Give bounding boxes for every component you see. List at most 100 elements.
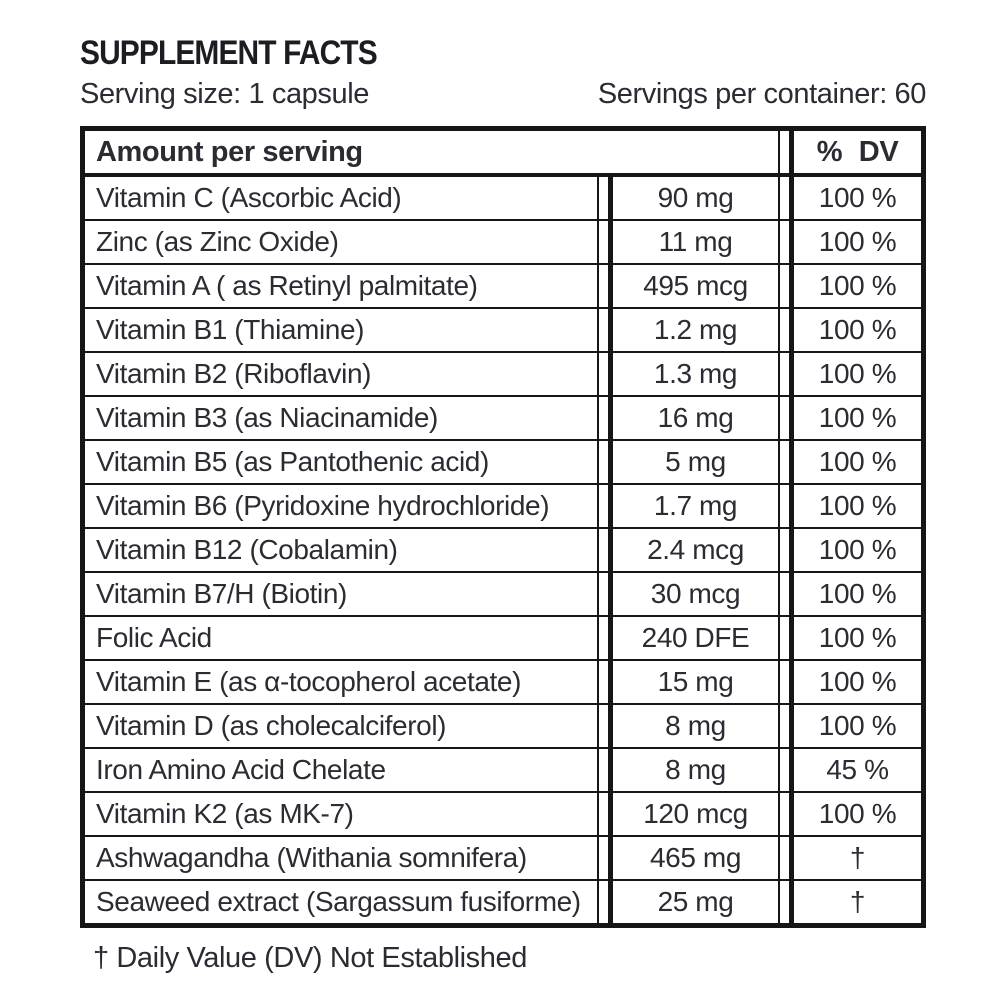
column-gap <box>780 573 789 615</box>
ingredient-dv: 100 % <box>818 490 897 521</box>
table-header-row: Amount per serving % DV <box>85 131 921 177</box>
ingredient-name-cell: Zinc (as Zinc Oxide) <box>85 221 599 263</box>
column-gap <box>599 265 608 307</box>
ingredient-amount: 495 mcg <box>643 270 748 301</box>
dv-footnote: † Daily Value (DV) Not Established <box>93 942 527 974</box>
ingredient-name-cell: Vitamin B6 (Pyridoxine hydrochloride) <box>85 485 599 527</box>
supplement-facts-label: SUPPLEMENT FACTS Serving size: 1 capsule… <box>80 34 926 975</box>
ingredient-dv-cell: 100 % <box>789 397 921 439</box>
ingredient-name-cell: Vitamin D (as cholecalciferol) <box>85 705 599 747</box>
column-header-percent-dv: % DV <box>789 131 921 173</box>
ingredient-dv: 100 % <box>818 446 897 477</box>
ingredient-dv-cell: 100 % <box>789 221 921 263</box>
ingredient-dv-cell: 100 % <box>789 705 921 747</box>
ingredient-amount: 15 mg <box>657 666 734 697</box>
ingredient-amount-cell: 11 mg <box>608 221 780 263</box>
ingredient-row: Vitamin B7/H (Biotin) 30 mcg 100 % <box>85 573 921 617</box>
column-gap <box>780 529 789 571</box>
ingredient-name-cell: Vitamin B12 (Cobalamin) <box>85 529 599 571</box>
ingredient-dv-cell: 100 % <box>789 485 921 527</box>
ingredient-name: Zinc (as Zinc Oxide) <box>96 226 339 257</box>
ingredient-amount: 5 mg <box>665 446 726 477</box>
ingredient-name-cell: Vitamin A ( as Retinyl palmitate) <box>85 265 599 307</box>
ingredient-amount-cell: 120 mcg <box>608 793 780 835</box>
column-gap <box>599 837 608 879</box>
column-header-amount-per-serving-label: Amount per serving <box>96 135 363 168</box>
ingredient-row: Vitamin K2 (as MK-7) 120 mcg 100 % <box>85 793 921 837</box>
ingredient-amount-cell: 90 mg <box>608 177 780 219</box>
ingredient-dv: 100 % <box>818 710 897 741</box>
ingredient-name: Ashwagandha (Withania somnifera) <box>96 842 527 873</box>
column-header-amount-per-serving: Amount per serving <box>85 131 780 173</box>
ingredient-dv: 100 % <box>818 534 897 565</box>
ingredient-name-cell: Vitamin B5 (as Pantothenic acid) <box>85 441 599 483</box>
serving-info: Serving size: 1 capsule Servings per con… <box>80 78 926 111</box>
ingredient-dv-cell: 100 % <box>789 265 921 307</box>
column-header-percent-dv-label: % DV <box>816 135 899 168</box>
ingredient-amount-cell: 1.2 mg <box>608 309 780 351</box>
column-gap <box>599 353 608 395</box>
ingredient-row: Folic Acid 240 DFE 100 % <box>85 617 921 661</box>
ingredient-dv: 45 % <box>826 754 889 785</box>
ingredient-row: Vitamin B6 (Pyridoxine hydrochloride) 1.… <box>85 485 921 529</box>
ingredient-dv: 100 % <box>818 578 897 609</box>
ingredient-dv: † <box>849 842 866 873</box>
ingredient-amount-cell: 15 mg <box>608 661 780 703</box>
ingredient-row: Vitamin B2 (Riboflavin) 1.3 mg 100 % <box>85 353 921 397</box>
ingredient-name: Vitamin B5 (as Pantothenic acid) <box>96 446 489 477</box>
column-gap <box>599 397 608 439</box>
ingredient-name: Vitamin B7/H (Biotin) <box>96 578 347 609</box>
ingredient-name-cell: Folic Acid <box>85 617 599 659</box>
column-gap <box>599 177 608 219</box>
ingredient-amount-cell: 465 mg <box>608 837 780 879</box>
ingredient-dv: 100 % <box>818 226 897 257</box>
ingredient-amount-cell: 8 mg <box>608 749 780 791</box>
ingredient-name-cell: Vitamin B1 (Thiamine) <box>85 309 599 351</box>
ingredient-row: Vitamin C (Ascorbic Acid) 90 mg 100 % <box>85 177 921 221</box>
ingredient-name: Vitamin B12 (Cobalamin) <box>96 534 398 565</box>
ingredient-name: Vitamin B2 (Riboflavin) <box>96 358 372 389</box>
ingredient-name: Folic Acid <box>96 622 212 653</box>
ingredient-amount: 1.3 mg <box>653 358 738 389</box>
ingredient-name: Vitamin E (as α-tocopherol acetate) <box>96 666 521 697</box>
column-gap <box>780 661 789 703</box>
ingredient-amount-cell: 1.3 mg <box>608 353 780 395</box>
ingredient-row: Vitamin B5 (as Pantothenic acid) 5 mg 10… <box>85 441 921 485</box>
ingredient-dv-cell: 100 % <box>789 793 921 835</box>
ingredient-name-cell: Vitamin B2 (Riboflavin) <box>85 353 599 395</box>
ingredient-dv: 100 % <box>818 622 897 653</box>
ingredient-dv-cell: 100 % <box>789 353 921 395</box>
ingredient-name: Vitamin C (Ascorbic Acid) <box>96 182 402 213</box>
ingredient-row: Vitamin D (as cholecalciferol) 8 mg 100 … <box>85 705 921 749</box>
ingredient-name: Vitamin B6 (Pyridoxine hydrochloride) <box>96 490 550 521</box>
ingredient-name-cell: Vitamin C (Ascorbic Acid) <box>85 177 599 219</box>
serving-size-text: Serving size: 1 capsule <box>80 78 370 110</box>
ingredient-row: Vitamin B12 (Cobalamin) 2.4 mcg 100 % <box>85 529 921 573</box>
ingredient-amount: 8 mg <box>665 710 726 741</box>
ingredient-name: Vitamin A ( as Retinyl palmitate) <box>96 270 478 301</box>
ingredient-amount-cell: 1.7 mg <box>608 485 780 527</box>
column-gap <box>599 881 608 923</box>
ingredient-name: Vitamin D (as cholecalciferol) <box>96 710 447 741</box>
ingredient-dv-cell: † <box>789 881 921 923</box>
column-gap <box>780 265 789 307</box>
ingredient-row: Iron Amino Acid Chelate 8 mg 45 % <box>85 749 921 793</box>
column-gap <box>780 177 789 219</box>
column-gap <box>599 221 608 263</box>
ingredient-amount-cell: 30 mcg <box>608 573 780 615</box>
ingredient-name-cell: Vitamin B7/H (Biotin) <box>85 573 599 615</box>
column-gap <box>780 309 789 351</box>
ingredient-row: Ashwagandha (Withania somnifera) 465 mg … <box>85 837 921 881</box>
ingredient-amount: 16 mg <box>657 402 734 433</box>
column-gap <box>780 485 789 527</box>
ingredient-name-cell: Ashwagandha (Withania somnifera) <box>85 837 599 879</box>
ingredient-amount: 1.2 mg <box>653 314 738 345</box>
ingredient-dv: † <box>849 886 866 917</box>
ingredient-amount: 8 mg <box>665 754 726 785</box>
ingredient-amount: 25 mg <box>657 886 734 917</box>
ingredient-amount: 2.4 mcg <box>647 534 744 565</box>
ingredient-name-cell: Seaweed extract (Sargassum fusiforme) <box>85 881 599 923</box>
ingredient-name-cell: Vitamin E (as α-tocopherol acetate) <box>85 661 599 703</box>
ingredient-dv-cell: 100 % <box>789 617 921 659</box>
ingredient-row: Vitamin B3 (as Niacinamide) 16 mg 100 % <box>85 397 921 441</box>
